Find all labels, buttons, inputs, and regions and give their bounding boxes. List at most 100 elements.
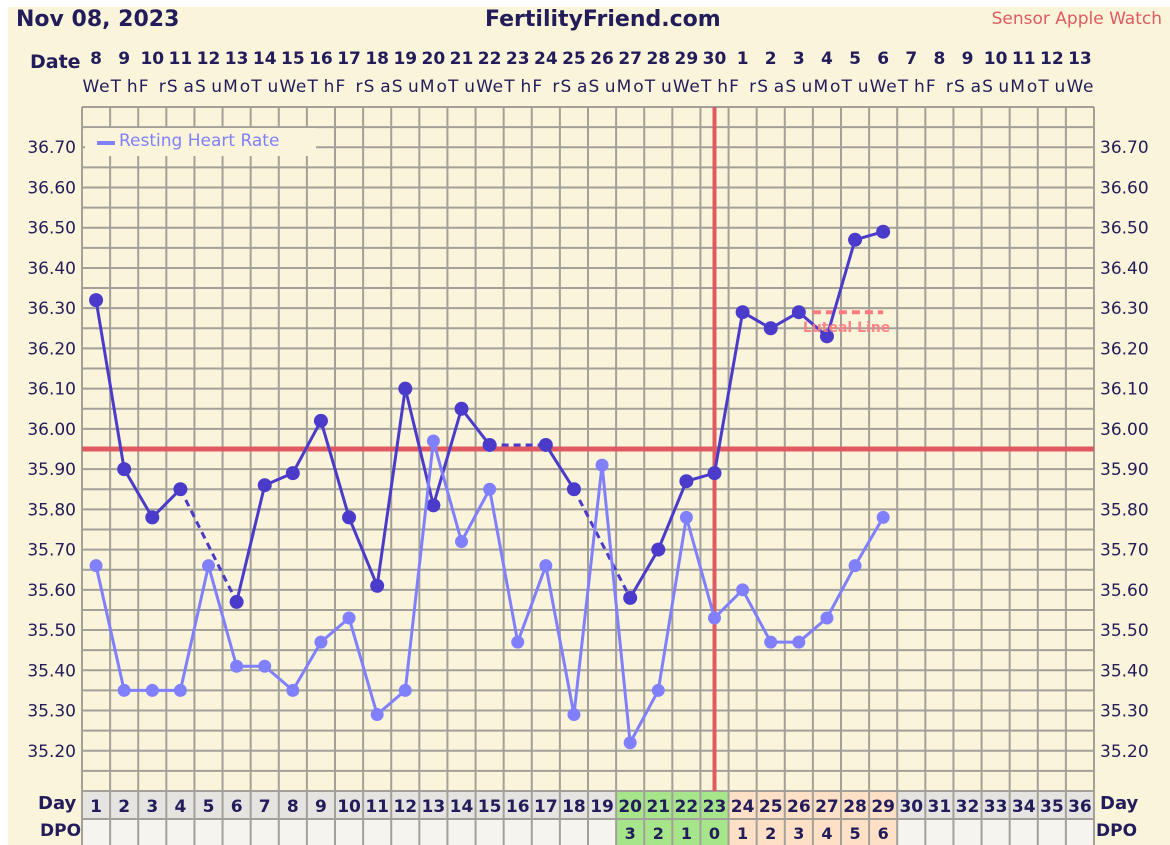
y-tick-label-right: 36.20 bbox=[1100, 339, 1149, 359]
resting-heart-rate-point bbox=[736, 583, 750, 597]
temperature-point bbox=[848, 232, 863, 247]
day-cell bbox=[559, 791, 588, 819]
day-cell bbox=[306, 791, 335, 819]
chart-date: Nov 08, 2023 bbox=[16, 7, 180, 32]
chart-svg: 8We19Th210Fr311Sa412Su513Mo614Tu715We816… bbox=[27, 49, 1149, 845]
date-label: 30 bbox=[703, 49, 727, 69]
date-label: 22 bbox=[478, 49, 502, 69]
dpo-cell bbox=[503, 819, 532, 845]
day-cell bbox=[194, 791, 223, 819]
fertility-chart: Nov 08, 2023 FertilityFriend.com Sensor … bbox=[8, 7, 1170, 845]
dpo-number: 1 bbox=[681, 824, 692, 843]
temperature-point bbox=[89, 293, 104, 308]
temperature-point bbox=[679, 474, 694, 489]
weekday-label: We bbox=[279, 77, 306, 97]
day-cell bbox=[728, 791, 757, 819]
temperature-point bbox=[791, 305, 806, 320]
y-tick-label-right: 35.50 bbox=[1100, 621, 1149, 641]
y-tick-label-left: 36.30 bbox=[27, 299, 76, 319]
weekday-label: Tu bbox=[250, 77, 278, 97]
temperature-point bbox=[651, 542, 666, 557]
temperature-point bbox=[819, 329, 834, 344]
day-number: 12 bbox=[393, 797, 417, 817]
weekday-label: Su bbox=[392, 77, 419, 97]
dpo-cell bbox=[166, 819, 195, 845]
legend-label-rhr: Resting Heart Rate bbox=[119, 131, 280, 151]
date-label: 11 bbox=[1012, 49, 1036, 69]
temperature-segment bbox=[319, 420, 351, 518]
temperature-point bbox=[735, 305, 750, 320]
resting-heart-rate-segment bbox=[347, 617, 379, 715]
weekday-label: We bbox=[1066, 77, 1093, 97]
resting-heart-rate-point bbox=[539, 559, 553, 573]
date-label: 4 bbox=[821, 49, 833, 69]
temperature-point bbox=[426, 498, 441, 513]
dpo-cell bbox=[953, 819, 982, 845]
day-number: 16 bbox=[506, 797, 530, 817]
day-row-label-left: Day bbox=[38, 793, 77, 814]
y-tick-label-right: 36.60 bbox=[1100, 178, 1149, 198]
day-number: 23 bbox=[703, 797, 727, 817]
date-label: 21 bbox=[450, 49, 474, 69]
day-number: 17 bbox=[534, 797, 558, 817]
weekday-label: Su bbox=[589, 77, 616, 97]
resting-heart-rate-segment bbox=[94, 565, 126, 691]
date-label: 14 bbox=[253, 49, 277, 69]
weekday-label: Sa bbox=[364, 77, 391, 97]
dpo-cell bbox=[250, 819, 279, 845]
dpo-cell bbox=[82, 819, 111, 845]
temperature-segment bbox=[713, 311, 745, 474]
day-number: 30 bbox=[899, 797, 923, 817]
date-label: 16 bbox=[309, 49, 333, 69]
resting-heart-rate-segment bbox=[431, 440, 463, 542]
dpo-number: 3 bbox=[793, 824, 804, 843]
dpo-cell bbox=[475, 819, 504, 845]
resting-heart-rate-point bbox=[370, 708, 384, 722]
dpo-cell bbox=[812, 819, 841, 845]
temperature-point bbox=[454, 401, 469, 416]
date-label: 11 bbox=[169, 49, 193, 69]
resting-heart-rate-segment bbox=[741, 589, 773, 643]
weekday-label: Fr bbox=[139, 77, 166, 97]
dpo-cell bbox=[588, 819, 617, 845]
dpo-cell bbox=[869, 819, 898, 845]
y-tick-label-left: 36.40 bbox=[27, 259, 76, 279]
dpo-number: 5 bbox=[849, 824, 860, 843]
day-row-label-right: Day bbox=[1100, 793, 1139, 814]
resting-heart-rate-segment bbox=[178, 565, 210, 691]
day-cell bbox=[335, 791, 364, 819]
temperature-segment bbox=[291, 420, 323, 474]
dpo-cell bbox=[756, 819, 785, 845]
y-tick-label-right: 36.30 bbox=[1100, 299, 1149, 319]
day-number: 18 bbox=[562, 797, 586, 817]
temperature-segment bbox=[122, 468, 154, 519]
resting-heart-rate-segment bbox=[853, 516, 885, 567]
date-label: 8 bbox=[933, 49, 945, 69]
day-cell bbox=[391, 791, 420, 819]
temperature-point bbox=[370, 578, 385, 593]
weekday-label: We bbox=[673, 77, 700, 97]
y-tick-label-right: 36.00 bbox=[1100, 420, 1149, 440]
y-tick-label-left: 35.90 bbox=[27, 460, 76, 480]
temperature-point bbox=[229, 594, 244, 609]
dpo-cell bbox=[700, 819, 729, 845]
day-cell bbox=[166, 791, 195, 819]
temperature-point bbox=[342, 510, 357, 525]
dpo-cell bbox=[531, 819, 560, 845]
weekday-label: Sa bbox=[757, 77, 784, 97]
y-tick-label-right: 35.20 bbox=[1100, 742, 1149, 762]
dpo-number: 6 bbox=[878, 824, 889, 843]
dpo-cell bbox=[222, 819, 251, 845]
weekday-label: Mo bbox=[813, 77, 840, 97]
resting-heart-rate-segment bbox=[656, 517, 688, 691]
dpo-number: 2 bbox=[765, 824, 776, 843]
y-tick-label-right: 35.80 bbox=[1100, 500, 1149, 520]
day-number: 6 bbox=[231, 797, 243, 817]
dpo-cell bbox=[644, 819, 673, 845]
site-title[interactable]: FertilityFriend.com bbox=[485, 7, 721, 32]
date-label: 12 bbox=[197, 49, 221, 69]
dpo-cell bbox=[306, 819, 335, 845]
y-tick-label-right: 35.70 bbox=[1100, 541, 1149, 561]
temperature-segment bbox=[628, 548, 660, 599]
resting-heart-rate-point bbox=[848, 559, 862, 573]
